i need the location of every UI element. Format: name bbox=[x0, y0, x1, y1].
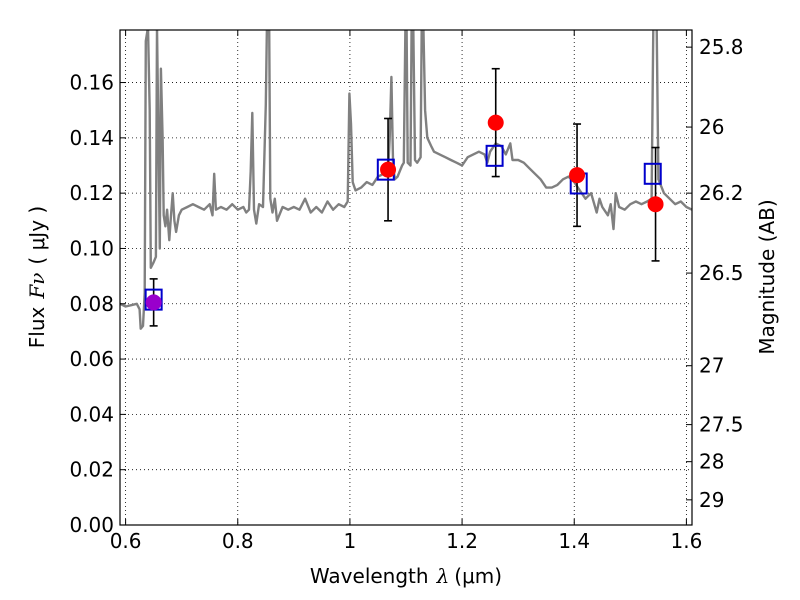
observed-point bbox=[380, 161, 397, 178]
observed-point bbox=[569, 167, 586, 184]
observed-point bbox=[647, 196, 664, 213]
x-tick-label: 0.8 bbox=[222, 529, 254, 553]
y2-tick-label: 26.5 bbox=[699, 261, 744, 285]
y-tick-label: 0.04 bbox=[69, 402, 114, 426]
y-tick-label: 0.16 bbox=[69, 71, 114, 95]
y-tick-label: 0.08 bbox=[69, 292, 114, 316]
y2-axis-label: Magnitude (AB) bbox=[755, 199, 779, 354]
y-tick-label: 0.10 bbox=[69, 236, 114, 260]
y2-tick-label: 29 bbox=[699, 488, 724, 512]
plot-frame bbox=[119, 29, 693, 526]
y-axis-label: FluxFν( μJy ) bbox=[25, 206, 49, 348]
model-square-marker bbox=[485, 144, 504, 167]
observed-point bbox=[145, 294, 162, 311]
spectrum-line bbox=[120, 30, 692, 330]
x-tick-label: 1.6 bbox=[670, 529, 702, 553]
y2-tick-label: 26 bbox=[699, 115, 724, 139]
y-tick-label: 0.06 bbox=[69, 347, 114, 371]
spectrum-series bbox=[120, 30, 692, 330]
y2-tick-label: 26.2 bbox=[699, 181, 744, 205]
x-tick-label: 0.6 bbox=[110, 529, 142, 553]
y2-tick-label: 28 bbox=[699, 450, 724, 474]
x-axis-label: Wavelength λ (μm) bbox=[310, 564, 502, 588]
observed-point bbox=[487, 114, 504, 131]
y2-tick-label: 25.8 bbox=[699, 35, 744, 59]
grid-lines bbox=[120, 30, 692, 526]
y-tick-label: 0.00 bbox=[69, 513, 114, 537]
x-tick-label: 1 bbox=[344, 529, 357, 553]
y-tick-label: 0.02 bbox=[69, 458, 114, 482]
axis-ticks: 0.6 0.8 1 1.2 1.4 1.6 0.00 0.02 0.04 0.06 0.08 0.10… bbox=[69, 30, 744, 553]
y2-tick-label: 27.5 bbox=[699, 413, 744, 437]
data-markers bbox=[144, 114, 664, 311]
y-tick-label: 0.14 bbox=[69, 126, 114, 150]
y2-tick-label: 27 bbox=[699, 354, 724, 378]
x-tick-label: 1.4 bbox=[558, 529, 590, 553]
x-tick-label: 1.2 bbox=[446, 529, 478, 553]
y-tick-label: 0.12 bbox=[69, 181, 114, 205]
model-square-marker bbox=[643, 162, 662, 185]
